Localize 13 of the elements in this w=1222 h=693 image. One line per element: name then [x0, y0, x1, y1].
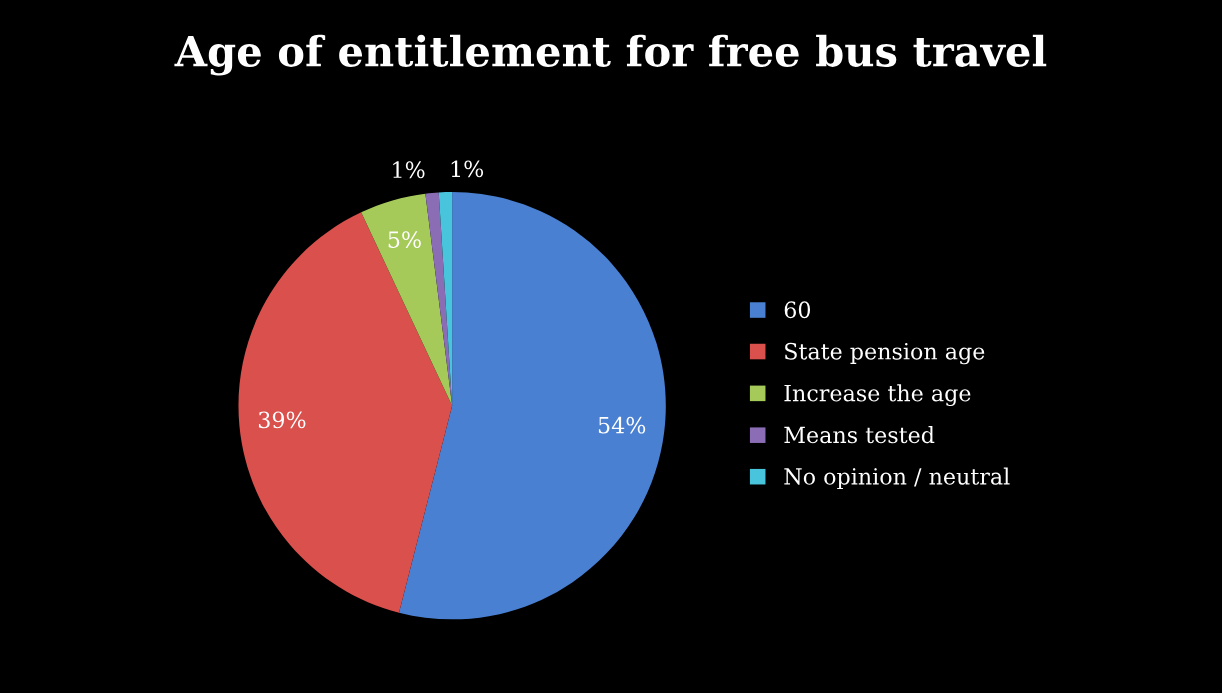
- legend-label: Increase the age: [784, 384, 971, 407]
- data-label: 54%: [598, 416, 646, 434]
- legend-label: 60: [784, 301, 811, 319]
- data-label: 1%: [451, 160, 484, 178]
- legend-label: State pension age: [785, 342, 985, 365]
- legend-label: No opinion / neutral: [784, 467, 1010, 490]
- legend-label: Means tested: [784, 426, 935, 444]
- data-label: 1%: [393, 161, 425, 179]
- data-label: 5%: [388, 231, 421, 248]
- pie-slice: [361, 193, 453, 406]
- pie-slice: [238, 212, 453, 613]
- data-label: 39%: [258, 411, 306, 429]
- chart-title: Age of entitlement for free bus travel: [174, 34, 1047, 76]
